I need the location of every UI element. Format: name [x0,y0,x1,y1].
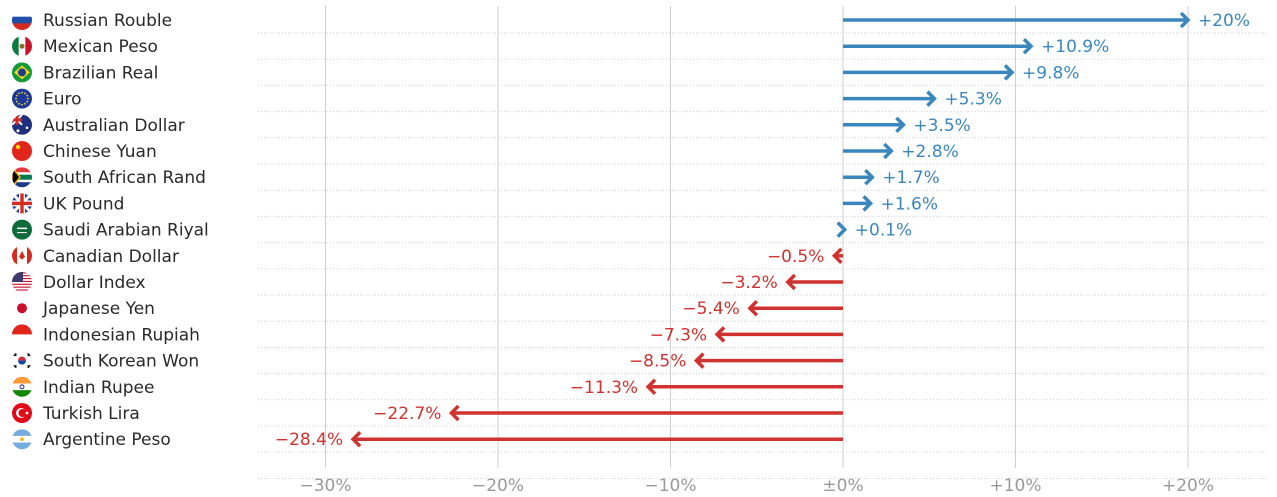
value-label: +0.1% [855,221,912,241]
arrowhead [747,299,759,317]
value-label: −7.3% [650,325,707,345]
x-tick-label: −30% [299,476,351,496]
australia-flag-icon [12,114,32,135]
brazil-flag-icon [12,62,32,83]
arrowhead [895,116,906,134]
arrowhead [645,378,657,396]
value-label: −5.4% [682,299,739,319]
category-label: Indonesian Rupiah [43,325,200,345]
arrowhead [350,430,362,448]
uk-flag-icon [12,193,32,214]
saudi-arabia-flag-icon [12,219,32,240]
arrowhead [1022,37,1034,55]
category-label: Indian Rupee [43,378,154,398]
arrowhead [1179,11,1191,29]
value-label: +9.8% [1022,63,1079,83]
x-tick-label: ±0% [822,476,863,496]
category-label: South African Rand [43,168,206,188]
usa-flag-icon [12,272,32,292]
value-label: +3.5% [913,116,970,136]
value-label: −22.7% [373,404,441,424]
arrowhead [862,195,874,212]
grid-layer [258,6,1268,479]
arrowhead [836,221,848,238]
china-flag-icon [12,141,32,161]
value-label: −0.5% [767,247,824,267]
russia-flag-icon [12,10,32,30]
category-label: Euro [43,90,82,110]
japan-flag-icon [12,298,32,319]
category-label: South Korean Won [43,352,199,372]
category-label: Brazilian Real [43,63,158,83]
arrowhead [448,404,460,422]
category-label: Canadian Dollar [43,247,179,267]
x-tick-label: +20% [1162,476,1214,496]
arrowhead [831,247,843,265]
mexico-flag-icon [12,36,32,57]
value-label: −11.3% [570,378,638,398]
bar-layer [350,11,1191,448]
category-label: Saudi Arabian Riyal [43,221,209,241]
arrowhead [926,90,937,107]
value-label: +1.6% [881,194,938,214]
south-africa-flag-icon [12,167,32,188]
label-layer: Russian Rouble +20% Mexican Peso +10.9% Braz… [12,10,1250,450]
category-label: Argentine Peso [43,430,171,450]
indonesia-flag-icon [12,324,32,345]
turkey-flag-icon [12,403,32,423]
x-tick-label: +10% [989,476,1041,496]
category-label: Turkish Lira [42,404,140,424]
canada-flag-icon [12,245,32,266]
x-tick-label: −20% [472,476,524,496]
arrowhead [883,142,894,160]
category-label: Japanese Yen [42,299,155,319]
arrowhead [693,352,705,369]
india-flag-icon [12,376,32,397]
category-label: Dollar Index [43,273,146,293]
value-label: −8.5% [629,352,686,372]
x-axis-ticks: −30% −20% −10% ±0% +10% +20% [299,476,1214,496]
category-label: UK Pound [43,194,124,214]
south-korea-flag-icon [12,350,32,371]
value-label: +2.8% [901,142,958,162]
value-label: +20% [1198,11,1250,31]
value-label: +1.7% [882,168,939,188]
value-label: −3.2% [720,273,777,293]
arrowhead [1003,64,1015,81]
value-label: +5.3% [944,90,1001,110]
category-label: Mexican Peso [43,37,158,57]
value-label: −28.4% [275,430,343,450]
category-label: Russian Rouble [43,11,172,31]
arrowhead [785,273,797,291]
arrowhead [864,168,875,186]
x-tick-label: −10% [644,476,696,496]
argentina-flag-icon [12,429,32,450]
eu-flag-icon [12,88,32,109]
category-label: Australian Dollar [43,116,185,136]
arrowhead [714,326,726,343]
value-label: +10.9% [1041,37,1109,57]
category-label: Chinese Yuan [43,142,157,162]
